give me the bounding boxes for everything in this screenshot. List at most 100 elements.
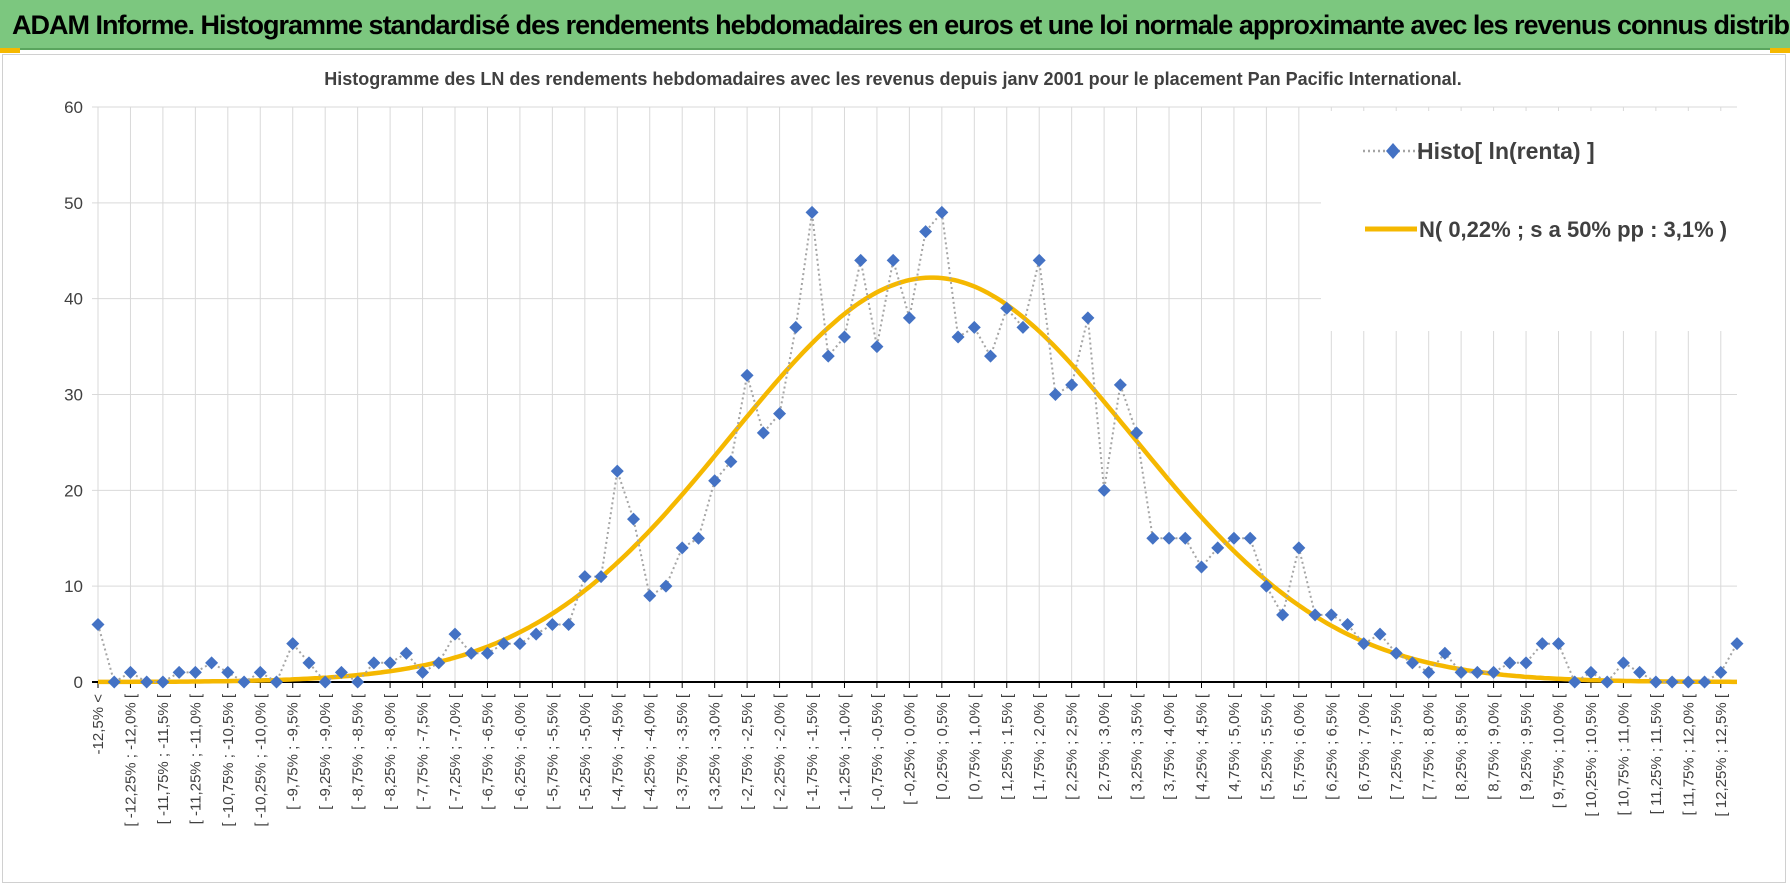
x-tick-label: [ -11,75% ; -11,5% [ [155, 693, 172, 824]
x-tick-label: [ 0,75% ; 1,0% [ [966, 693, 983, 800]
title-banner: ADAM Informe. Histogramme standardisé de… [0, 0, 1790, 50]
y-tick-label: 30 [64, 386, 83, 405]
histogram-point [675, 541, 689, 555]
histogram-point [334, 665, 348, 679]
histogram-point [464, 646, 478, 660]
chart-title: Histogramme des LN des rendements hebdom… [324, 69, 1461, 89]
x-tick-label: [ -4,75% ; -4,5% [ [609, 693, 626, 810]
histogram-point [367, 656, 381, 670]
histogram-point [1324, 608, 1338, 622]
histogram-point [205, 656, 219, 670]
x-tick-label: [ 4,75% ; 5,0% [ [1226, 693, 1243, 800]
histogram-point [1714, 665, 1728, 679]
histogram-point [578, 570, 592, 584]
histogram-point [1308, 608, 1322, 622]
x-tick-label: [ 12,25% ; 12,5% [ [1713, 693, 1730, 816]
histogram-point [318, 675, 332, 689]
histogram-point [286, 637, 300, 651]
x-tick-label: [ 3,75% ; 4,0% [ [1161, 693, 1178, 800]
x-tick-label: [ -1,25% ; -1,0% [ [836, 693, 853, 810]
histogram-point [935, 205, 949, 219]
histogram-point [416, 665, 430, 679]
histogram-point [773, 407, 787, 421]
histogram-point [691, 531, 705, 545]
histogram-point [1227, 531, 1241, 545]
accent-corner-left [0, 48, 20, 53]
histogram-point [1584, 665, 1598, 679]
histogram-point [1259, 579, 1273, 593]
x-tick-label: [ 6,75% ; 7,0% [ [1356, 693, 1373, 800]
histogram-point [870, 340, 884, 354]
x-tick-label: [ -4,25% ; -4,0% [ [642, 693, 659, 810]
histogram-point [643, 589, 657, 603]
histogram-point [1438, 646, 1452, 660]
histogram-point [1405, 656, 1419, 670]
histogram-point [221, 665, 235, 679]
legend: Histo[ ln(renta) ] N( 0,22% ; s a 50% pp… [1321, 111, 1761, 331]
histogram-point [1681, 675, 1695, 689]
x-tick-label: [ -2,25% ; -2,0% [ [772, 693, 789, 810]
histogram-point [1065, 378, 1079, 392]
histogram-series [91, 205, 1744, 689]
histogram-point [529, 627, 543, 641]
x-tick-label: [ 6,25% ; 6,5% [ [1323, 693, 1340, 800]
x-tick-label: [ -8,25% ; -8,0% [ [382, 693, 399, 810]
x-tick-label: [ -8,75% ; -8,5% [ [350, 693, 367, 810]
histogram-point [594, 570, 608, 584]
histogram-point [1292, 541, 1306, 555]
x-tick-label: [ 11,25% ; 11,5% [ [1648, 693, 1665, 814]
histogram-point [399, 646, 413, 660]
histogram-point [91, 618, 105, 631]
histogram-point [1535, 637, 1549, 651]
histogram-point [1454, 665, 1468, 679]
x-tick-label: [ -0,25% ; 0,0% [ [901, 693, 918, 805]
histogram-point [1081, 311, 1095, 325]
x-tick-label: [ 8,75% ; 9,0% [ [1486, 693, 1503, 800]
histogram-point [432, 656, 446, 670]
histogram-point [1551, 637, 1565, 651]
x-tick-label: [ -5,25% ; -5,0% [ [577, 693, 594, 810]
histogram-point [1519, 656, 1533, 670]
x-tick-label: [ 7,75% ; 8,0% [ [1421, 693, 1438, 800]
histogram-point [708, 474, 722, 488]
histogram-point [984, 349, 998, 363]
x-tick-label: [ -10,25% ; -10,0% [ [252, 693, 269, 826]
histogram-point [1211, 541, 1225, 555]
x-tick-label: [ 1,25% ; 1,5% [ [999, 693, 1016, 800]
normal-curve-series [98, 275, 1737, 685]
histogram-point [480, 646, 494, 660]
histogram-point [789, 320, 803, 334]
histogram-point [172, 665, 186, 679]
histogram-point [902, 311, 916, 325]
x-tick-label: [ 10,75% ; 11,0% [ [1615, 693, 1632, 815]
y-tick-label: 40 [64, 290, 83, 309]
x-tick-label: [ 5,75% ; 6,0% [ [1291, 693, 1308, 800]
histogram-point [659, 579, 673, 593]
histogram-point [1633, 665, 1647, 679]
histogram-point [545, 618, 559, 631]
histogram-point [967, 320, 981, 334]
histogram-point [1503, 656, 1517, 670]
x-tick-label: [ -6,25% ; -6,0% [ [512, 693, 529, 810]
histogram-point [156, 675, 170, 689]
histogram-point [383, 656, 397, 670]
legend-normal-label: N( 0,22% ; s a 50% pp : 3,1% ) [1419, 217, 1727, 242]
y-tick-label: 10 [64, 577, 83, 596]
histogram-point [253, 665, 267, 679]
histogram-point [1357, 637, 1371, 651]
histogram-point [1730, 637, 1744, 651]
histogram-point [1422, 665, 1436, 679]
histogram-point [627, 512, 641, 526]
histogram-point [1389, 646, 1403, 660]
histogram-point [1194, 560, 1208, 574]
x-tick-label: [ 4,25% ; 4,5% [ [1193, 693, 1210, 800]
x-tick-label: [ 1,75% ; 2,0% [ [1031, 693, 1048, 800]
histogram-point [1048, 388, 1062, 401]
x-tick-label: [ -11,25% ; -11,0% [ [187, 693, 204, 824]
histogram-point [1698, 675, 1712, 689]
x-tick-label: [ -5,75% ; -5,5% [ [544, 693, 561, 810]
legend-histo-label: Histo[ ln(renta) ] [1417, 138, 1595, 164]
x-tick-label: [ -9,25% ; -9,0% [ [317, 693, 334, 810]
histogram-point [497, 637, 511, 651]
normal-curve-line [98, 275, 1737, 685]
